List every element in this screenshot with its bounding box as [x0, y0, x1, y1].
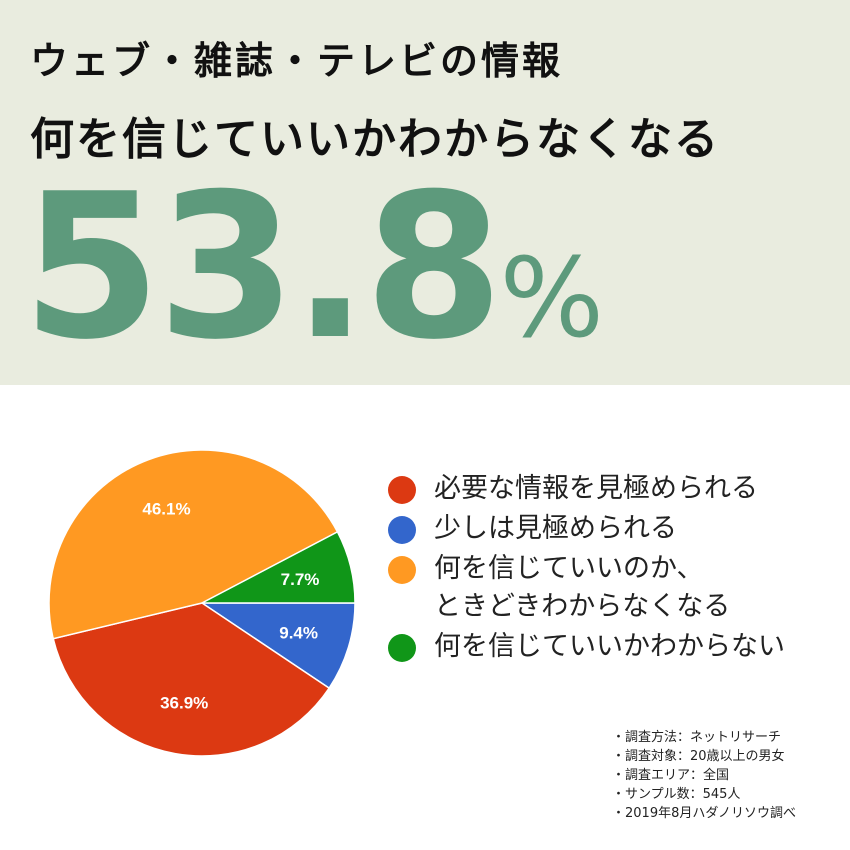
big-percentage-unit: % — [499, 234, 604, 362]
legend-swatch — [388, 556, 416, 584]
headline-line-2: 何を信じていいかわからなくなる — [30, 114, 720, 165]
legend-label: 何を信じていいのか、 ときどきわからなくなる — [434, 553, 731, 622]
legend-label: 何を信じていいかわからない — [434, 631, 785, 662]
legend-swatch — [388, 634, 416, 662]
header-panel: ウェブ・雑誌・テレビの情報 何を信じていいかわからなくなる 53.8% — [0, 0, 850, 385]
pie-slice — [52, 602, 331, 757]
survey-note: ・サンプル数：545人 — [612, 787, 741, 802]
pie-slice — [201, 530, 356, 604]
legend-item: 必要な情報を見極められる — [388, 470, 785, 508]
survey-note: ・2019年8月ハダノリソウ調べ — [612, 806, 796, 821]
legend-label: 少しは見極められる — [434, 513, 677, 544]
legend-item: 何を信じていいのか、 ときどきわからなくなる — [388, 550, 785, 626]
legend-swatch — [388, 516, 416, 544]
pie-slice — [199, 602, 356, 690]
pie-slice — [48, 449, 339, 640]
pie-data-label: 36.9% — [160, 693, 208, 712]
pie-data-label: 46.1% — [142, 499, 190, 518]
survey-note: ・調査エリア：全国 — [612, 768, 730, 783]
survey-note: ・調査方法：ネットリサーチ — [612, 730, 782, 745]
legend-swatch — [388, 476, 416, 504]
pie-data-label: 7.7% — [281, 570, 320, 589]
headline-line-1: ウェブ・雑誌・テレビの情報 — [30, 39, 564, 83]
big-percentage-value: 53.8 — [22, 151, 503, 384]
chart-legend: 必要な情報を見極められる 少しは見極められる何を信じていいのか、 ときどきわからなく… — [388, 470, 785, 668]
legend-item: 少しは見極められる — [388, 510, 785, 548]
legend-label: 必要な情報を見極められる — [434, 473, 758, 504]
pie-chart: 9.4% 36.9% 46.1% 7.7% — [48, 449, 356, 757]
big-percentage: 53.8% — [22, 168, 604, 368]
pie-data-label: 9.4% — [279, 623, 318, 642]
legend-item: 何を信じていいかわからない — [388, 628, 785, 666]
survey-note: ・調査対象：20歳以上の男女 — [612, 749, 785, 764]
survey-notes: ・調査方法：ネットリサーチ ・調査対象：20歳以上の男女 ・調査エリア：全国 ・サンプ… — [612, 728, 796, 823]
